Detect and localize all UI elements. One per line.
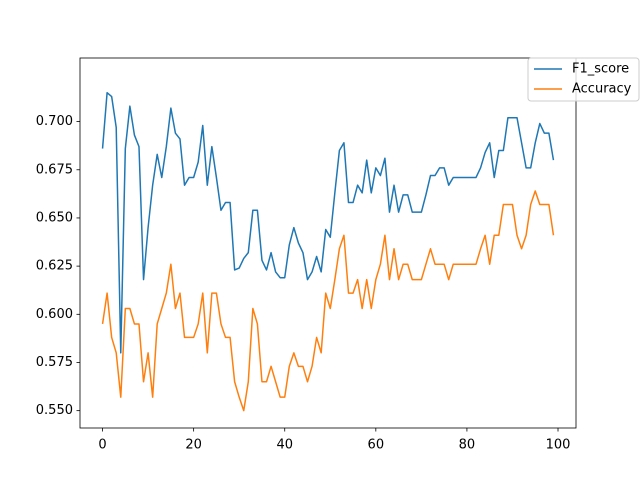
legend-label: F1_score	[572, 62, 629, 77]
x-tick-label: 60	[368, 438, 385, 453]
x-tick-label: 80	[459, 438, 476, 453]
y-tick-label: 0.675	[36, 162, 73, 177]
y-tick-label: 0.700	[36, 114, 73, 129]
axes-frame	[79, 57, 577, 429]
y-tick-label: 0.575	[36, 355, 73, 370]
y-tick-label: 0.625	[36, 259, 73, 274]
y-tick-label: 0.600	[36, 307, 73, 322]
x-tick-label: 100	[546, 438, 571, 453]
data-line	[101, 91, 555, 354]
legend-label: Accuracy	[572, 82, 632, 97]
data-line	[101, 190, 555, 412]
y-tick-label: 0.650	[36, 210, 73, 225]
y-tick-label: 0.550	[36, 403, 73, 418]
x-tick-label: 40	[276, 438, 293, 453]
x-tick-label: 20	[185, 438, 202, 453]
x-tick-label: 0	[98, 438, 106, 453]
